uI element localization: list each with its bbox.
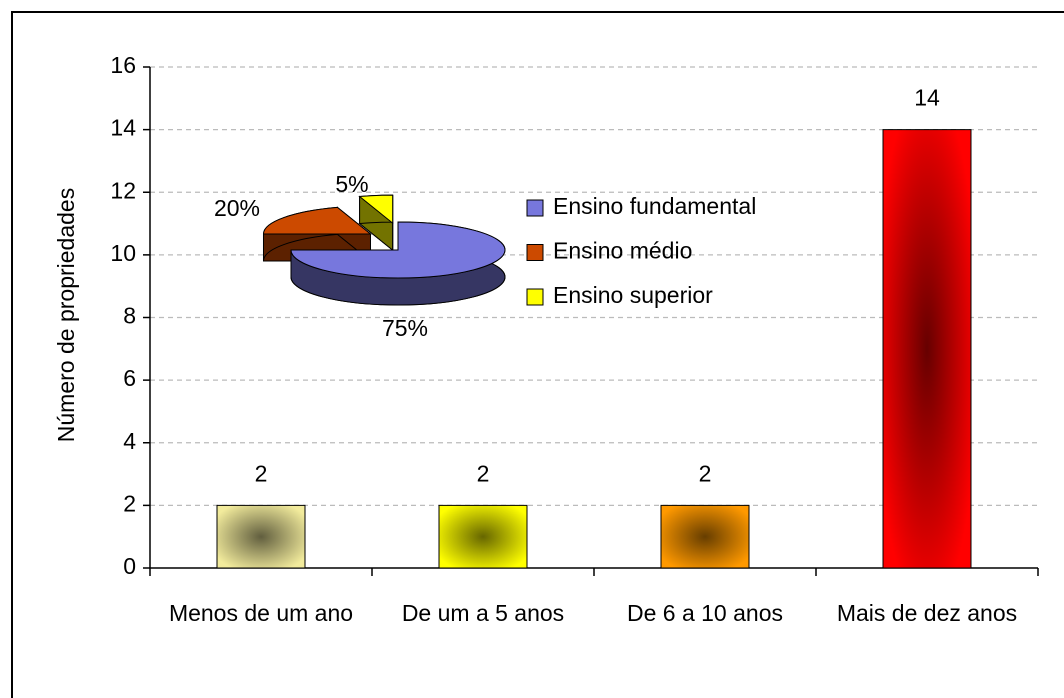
y-axis-label: Número de propriedades: [53, 188, 79, 442]
y-tick-label: 2: [123, 490, 136, 516]
x-tick-label: Menos de um ano: [168, 600, 354, 626]
y-tick-label: 6: [123, 365, 136, 391]
legend-label: Ensino médio: [553, 238, 692, 264]
y-tick-label: 8: [123, 303, 136, 329]
legend-swatch: [526, 244, 544, 261]
y-tick-label: 10: [110, 240, 136, 266]
x-tick-label: Mais de dez anos: [836, 600, 1018, 626]
data-label: 2: [255, 460, 268, 486]
x-tick-label: De um a 5 anos: [401, 600, 565, 626]
bar-shade: [661, 505, 749, 568]
y-tick-label: 0: [123, 553, 136, 579]
data-label: 5%: [335, 171, 368, 197]
x-tick-label: De 6 a 10 anos: [626, 600, 783, 626]
legend-swatch: [526, 199, 544, 217]
data-label: 20%: [214, 195, 260, 221]
y-tick-label: 14: [110, 115, 136, 141]
data-label: 75%: [382, 315, 428, 341]
legend-swatch: [526, 288, 544, 306]
legend-label: Ensino superior: [553, 282, 713, 308]
data-label: 2: [699, 460, 712, 486]
pie-slice: [358, 194, 394, 225]
bar-shade: [217, 505, 305, 568]
pie-slice: [262, 206, 372, 235]
bar-shade: [439, 505, 527, 568]
data-label: 14: [914, 85, 940, 111]
y-tick-label: 16: [110, 52, 136, 78]
data-label: 2: [477, 460, 490, 486]
legend-label: Ensino fundamental: [553, 193, 756, 219]
y-tick-label: 4: [123, 428, 136, 454]
pie-slice: [290, 221, 506, 279]
y-tick-label: 12: [110, 177, 136, 203]
frame: [11, 11, 1064, 698]
bar-shade: [883, 129, 971, 568]
